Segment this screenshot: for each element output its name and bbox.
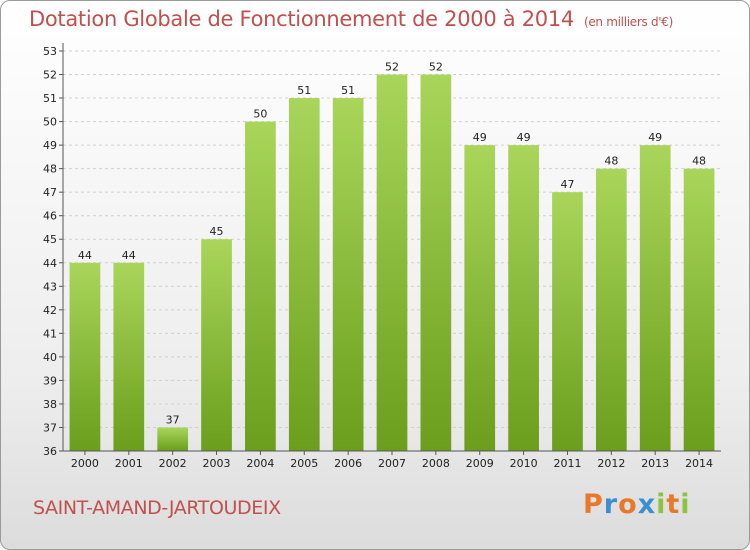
y-tick-label: 53 — [43, 45, 57, 58]
data-label: 50 — [253, 108, 267, 121]
x-tick-label: 2006 — [334, 457, 362, 470]
x-tick-label: 2003 — [203, 457, 231, 470]
y-tick-label: 52 — [43, 69, 57, 82]
data-label: 48 — [604, 155, 618, 168]
x-tick-label: 2008 — [422, 457, 450, 470]
x-tick-label: 2000 — [71, 457, 99, 470]
bar[interactable] — [464, 145, 496, 451]
bar[interactable] — [201, 239, 232, 451]
x-tick-label: 2012 — [597, 457, 625, 470]
y-tick-label: 45 — [43, 233, 57, 246]
logo-letter: i — [680, 489, 691, 520]
y-tick-label: 43 — [43, 280, 57, 293]
y-tick-label: 40 — [43, 351, 57, 364]
data-label: 51 — [341, 84, 355, 97]
data-label: 49 — [517, 131, 531, 144]
y-tick-label: 42 — [43, 304, 57, 317]
y-tick-label: 37 — [43, 421, 57, 434]
x-tick-label: 2010 — [510, 457, 538, 470]
logo-letter: o — [618, 489, 638, 520]
bar[interactable] — [683, 168, 715, 451]
data-label: 51 — [297, 84, 311, 97]
x-tick-label: 2011 — [553, 457, 581, 470]
data-label: 52 — [385, 61, 399, 74]
y-tick-label: 48 — [43, 163, 57, 176]
chart-title: Dotation Globale de Fonctionnement de 20… — [29, 7, 673, 31]
data-label: 48 — [692, 155, 706, 168]
data-label: 49 — [473, 131, 487, 144]
y-tick-label: 36 — [43, 445, 57, 458]
title-text: Dotation Globale de Fonctionnement de 20… — [29, 7, 574, 31]
value-labels: 44 44 37 45 50 51 51 52 52 49 49 47 48 49 48 — [78, 61, 706, 427]
data-label: 49 — [648, 131, 662, 144]
x-tick-label: 2014 — [685, 457, 713, 470]
bar[interactable] — [420, 74, 452, 451]
y-tick-label: 44 — [43, 257, 57, 270]
bar[interactable] — [639, 145, 671, 451]
y-tick-label: 46 — [43, 210, 57, 223]
x-tick-label: 2009 — [466, 457, 494, 470]
logo-letter: x — [637, 489, 657, 520]
bar[interactable] — [288, 98, 320, 451]
x-tick-label: 2004 — [246, 457, 274, 470]
bar[interactable] — [332, 98, 364, 451]
data-label: 52 — [429, 61, 443, 74]
data-label: 47 — [560, 178, 574, 191]
y-tick-label: 50 — [43, 116, 57, 129]
bar[interactable] — [595, 168, 627, 451]
bar[interactable] — [157, 427, 189, 451]
x-tick-label: 2001 — [115, 457, 143, 470]
bar[interactable] — [376, 74, 408, 451]
x-tick-label: 2007 — [378, 457, 406, 470]
y-tick-label: 51 — [43, 92, 57, 105]
data-label: 44 — [122, 249, 136, 262]
data-label: 44 — [78, 249, 92, 262]
bar[interactable] — [245, 121, 276, 452]
axes: 36 37 38 39 40 41 42 43 44 45 46 47 48 49 50 51 52 53 2000… — [43, 43, 721, 470]
x-tick-label: 2005 — [290, 457, 318, 470]
y-tick-label: 38 — [43, 398, 57, 411]
y-tick-label: 39 — [43, 374, 57, 387]
y-tick-label: 49 — [43, 139, 57, 152]
proxiti-logo[interactable]: Proxiti — [583, 489, 691, 520]
data-label: 37 — [166, 413, 180, 426]
chart-subtitle: (en milliers d'€) — [583, 15, 673, 29]
bar[interactable] — [508, 145, 539, 451]
bars — [69, 74, 715, 452]
data-label: 45 — [210, 225, 224, 238]
bar[interactable] — [113, 262, 145, 451]
logo-letter: P — [583, 489, 604, 520]
y-tick-label: 41 — [43, 327, 57, 340]
bar[interactable] — [552, 192, 583, 452]
logo-letter: i — [656, 489, 667, 520]
x-tick-label: 2013 — [641, 457, 669, 470]
x-tick-label: 2002 — [159, 457, 187, 470]
commune-name: SAINT-AMAND-JARTOUDEIX — [33, 497, 281, 519]
logo-letter: t — [666, 489, 681, 520]
bar[interactable] — [69, 262, 101, 451]
y-tick-label: 47 — [43, 186, 57, 199]
logo-letter: r — [603, 489, 619, 520]
